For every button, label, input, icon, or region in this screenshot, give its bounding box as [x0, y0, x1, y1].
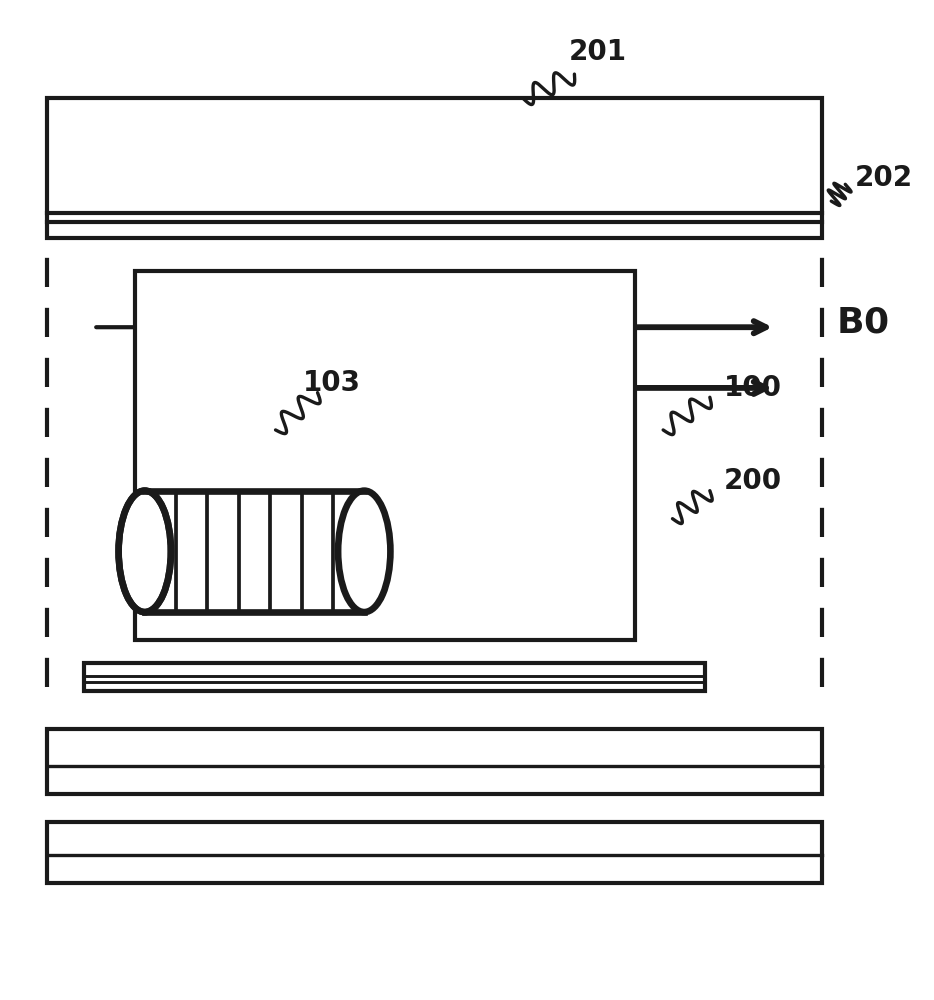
Ellipse shape: [119, 491, 171, 612]
Bar: [84, 663, 705, 691]
Text: 103: 103: [303, 369, 361, 397]
Bar: [47, 822, 822, 883]
Text: 200: 200: [724, 467, 782, 495]
Text: $\mathbf{B}$: $\mathbf{B}$: [149, 282, 177, 316]
Bar: [47, 98, 822, 238]
Text: 201: 201: [569, 38, 627, 66]
Text: xyz: xyz: [210, 303, 249, 323]
Bar: [47, 729, 822, 794]
Text: 202: 202: [855, 164, 913, 192]
Text: $\mathbf{B0}$: $\mathbf{B0}$: [836, 306, 889, 340]
Bar: [135, 271, 635, 640]
Text: 100: 100: [724, 374, 782, 402]
